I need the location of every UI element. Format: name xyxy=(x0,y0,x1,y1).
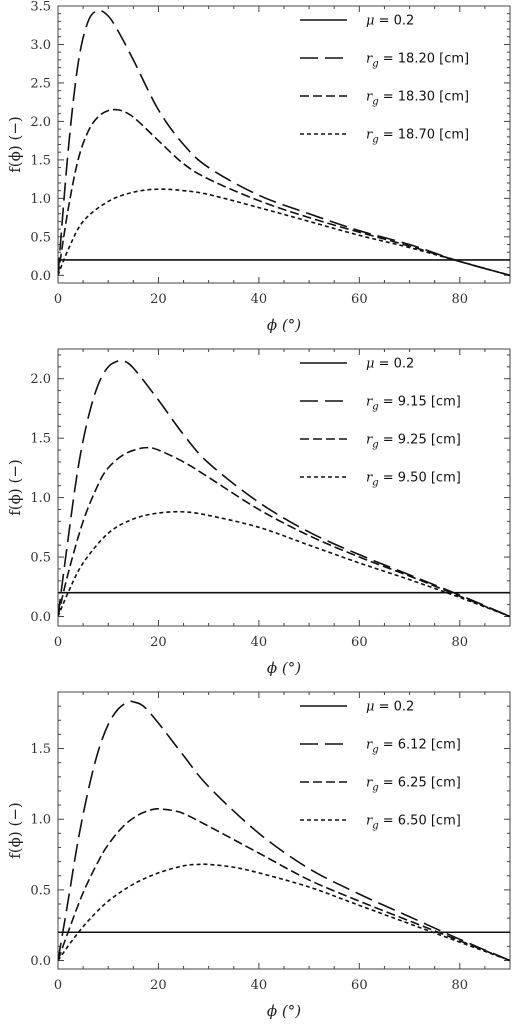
series-line-3 xyxy=(58,446,510,618)
x-axis-label: ϕ (°) xyxy=(267,659,301,677)
y-tick-label: 1.5 xyxy=(30,742,51,757)
x-tick-label: 20 xyxy=(150,292,167,307)
x-tick-label: 60 xyxy=(351,978,368,993)
legend-label-4: rg = 18.70 [cm] xyxy=(366,128,469,146)
x-tick-label: 80 xyxy=(452,978,469,993)
x-tick-label: 60 xyxy=(351,635,368,650)
y-tick-label: 0.5 xyxy=(30,551,51,566)
chart-panel-2: 0 20 40 60 80 0.0 0.5 1.0 1.5 2.0 ϕ (°) f(ϕ) (−) μ =… xyxy=(0,343,520,686)
y-tick-label: 3.0 xyxy=(30,38,51,53)
y-tick-label: 1.0 xyxy=(30,491,51,506)
x-tick-label: 40 xyxy=(251,292,268,307)
series-line-2 xyxy=(58,9,510,277)
y-axis-label: f(ϕ) (−) xyxy=(6,802,24,859)
y-tick-label: 0.0 xyxy=(30,954,51,969)
legend-label-1: μ = 0.2 xyxy=(366,14,414,29)
legend-label-3: rg = 18.30 [cm] xyxy=(366,90,469,108)
legend-label-2: rg = 18.20 [cm] xyxy=(366,52,469,70)
legend-label-4: rg = 6.50 [cm] xyxy=(366,814,461,832)
y-axis-label: f(ϕ) (−) xyxy=(6,116,24,173)
x-axis-label: ϕ (°) xyxy=(267,316,301,334)
x-tick-label: 20 xyxy=(150,978,167,993)
legend-label-1: μ = 0.2 xyxy=(366,700,414,715)
y-tick-label: 2.0 xyxy=(30,372,51,387)
x-tick-label: 40 xyxy=(251,635,268,650)
legend-label-2: rg = 9.15 [cm] xyxy=(366,395,461,413)
y-tick-label: 1.0 xyxy=(30,192,51,207)
legend-label-1: μ = 0.2 xyxy=(366,357,414,372)
plot-frame xyxy=(57,348,511,627)
series-line-4 xyxy=(58,863,510,962)
series-line-3 xyxy=(58,108,510,277)
x-tick-label: 0 xyxy=(54,978,62,993)
series-line-2 xyxy=(58,359,510,618)
y-axis-label: f(ϕ) (−) xyxy=(6,459,24,516)
x-axis-label: ϕ (°) xyxy=(267,1002,301,1020)
series-line-3 xyxy=(58,808,510,962)
series-line-2 xyxy=(58,700,510,962)
x-tick-label: 40 xyxy=(251,978,268,993)
x-tick-label: 0 xyxy=(54,292,62,307)
legend-label-3: rg = 6.25 [cm] xyxy=(366,776,461,794)
y-tick-label: 1.5 xyxy=(30,153,51,168)
y-tick-label: 3.5 xyxy=(30,0,51,15)
legend-label-4: rg = 9.50 [cm] xyxy=(366,471,461,489)
chart-1-svg: 0 20 40 60 80 0.0 0.5 1.0 1.5 2.0 2.5 3.0 3.5 ϕ (°) f(… xyxy=(6,0,511,334)
x-tick-label: 80 xyxy=(452,635,469,650)
y-tick-label: 0.5 xyxy=(30,883,51,898)
x-tick-label: 60 xyxy=(351,292,368,307)
plot-frame xyxy=(57,5,511,284)
chart-panel-1: 0 20 40 60 80 0.0 0.5 1.0 1.5 2.0 2.5 3.0 3.5 ϕ (°) f(… xyxy=(0,0,520,343)
x-tick-label: 0 xyxy=(54,635,62,650)
x-tick-label: 20 xyxy=(150,635,167,650)
y-tick-label: 1.5 xyxy=(30,432,51,447)
chart-3-svg: 0 20 40 60 80 0.0 0.5 1.0 1.5 ϕ (°) f(ϕ) (−) μ = 0.… xyxy=(6,691,511,1020)
chart-panel-3: 0 20 40 60 80 0.0 0.5 1.0 1.5 ϕ (°) f(ϕ) (−) μ = 0.… xyxy=(0,686,520,1029)
y-tick-label: 1.0 xyxy=(30,813,51,828)
plot-frame xyxy=(57,691,511,970)
x-tick-label: 80 xyxy=(452,292,469,307)
y-tick-label: 2.5 xyxy=(30,76,51,91)
legend-label-3: rg = 9.25 [cm] xyxy=(366,433,461,451)
legend-label-2: rg = 6.12 [cm] xyxy=(366,738,461,756)
series-line-4 xyxy=(58,510,510,618)
y-tick-label: 0.5 xyxy=(30,230,51,245)
series-line-4 xyxy=(58,188,510,277)
y-tick-label: 2.0 xyxy=(30,115,51,130)
y-tick-label: 0.0 xyxy=(30,610,51,625)
chart-2-svg: 0 20 40 60 80 0.0 0.5 1.0 1.5 2.0 ϕ (°) f(ϕ) (−) μ =… xyxy=(6,348,511,677)
y-tick-label: 0.0 xyxy=(30,269,51,284)
